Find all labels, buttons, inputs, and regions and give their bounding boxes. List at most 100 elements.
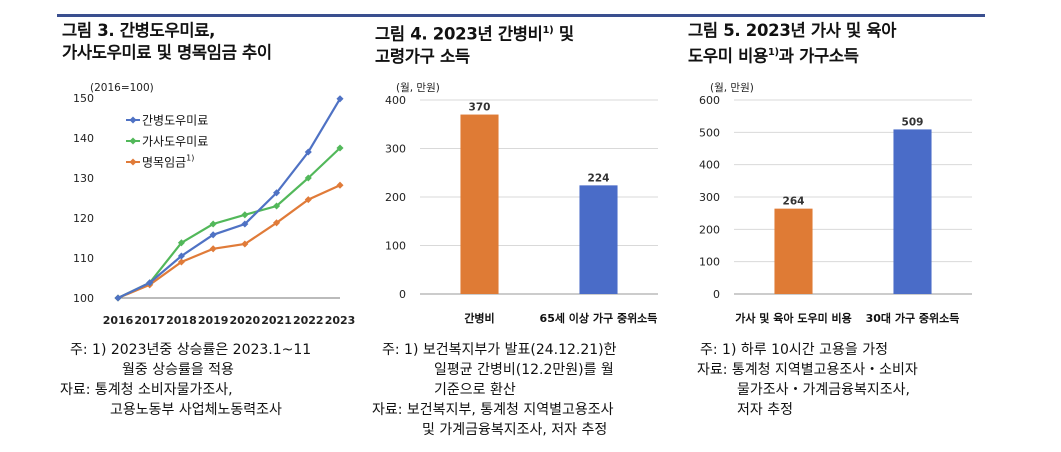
- chart3-ytick-label: 200: [699, 223, 720, 236]
- chart2-note-line3: 기준으로 환산: [434, 382, 516, 398]
- chart2-bar: [460, 114, 499, 294]
- chart1-line-chart: (2016=100) 100 110 120 130 140 150 2016 2017 2018…: [73, 82, 356, 327]
- chart3-source-line1: 자료: 통계청 지역별고용조사・소비자: [697, 362, 918, 378]
- chart1-legend-label: 명목임금1): [142, 154, 194, 170]
- chart1-title: 그림 3. 간병도우미료, 가사도우미료 및 명목임금 추이: [62, 20, 272, 64]
- chart2-ytick-label: 0: [399, 288, 406, 301]
- chart3-bar-chart: (월, 만원) 0 100 200 300 400 500 600 264 가사 및 육아 도우미…: [699, 82, 972, 325]
- chart2-value-label: 224: [588, 172, 610, 184]
- chart2-title-line2: 고령가구 소득: [375, 46, 470, 66]
- chart3-ytick-label: 400: [699, 159, 720, 172]
- chart3-bar: [893, 129, 932, 294]
- chart1-ytick-label: 120: [73, 212, 94, 225]
- chart3-ytick-label: 100: [699, 256, 720, 269]
- chart3-ytick-label: 300: [699, 191, 720, 204]
- chart1-point: [209, 231, 217, 239]
- chart1-legend-label: 간병도우미료: [142, 114, 208, 128]
- chart1-notes: 주: 1) 2023년중 상승률은 2023.1~11 월중 상승률을 적용 자…: [60, 340, 312, 420]
- chart1-point: [209, 220, 217, 228]
- chart1-xtick-label: 2020: [230, 314, 261, 327]
- chart1-point: [273, 189, 281, 197]
- chart3-category-label: 30대 가구 중위소득: [866, 311, 960, 325]
- chart3-notes: 주: 1) 하루 10시간 고용을 가정 자료: 통계청 지역별고용조사・소비자…: [697, 340, 918, 420]
- chart3-title: 그림 5. 2023년 가사 및 육아 도우미 비용1)과 가구소득: [688, 20, 896, 68]
- chart1-xtick-label: 2019: [198, 314, 229, 327]
- chart1-point: [336, 181, 344, 189]
- chart1-point: [304, 148, 312, 156]
- chart2-category-label: 간병비: [464, 311, 494, 325]
- chart2-note-line2: 일평균 간병비(12.2만원)를 월: [434, 362, 614, 378]
- chart1-legend-marker: [129, 137, 137, 145]
- top-rule: [57, 14, 985, 17]
- chart3-ytick-label: 600: [699, 94, 720, 107]
- chart1-xtick-label: 2023: [325, 314, 356, 327]
- chart3-value-label: 509: [902, 116, 924, 128]
- chart1-series-line: [117, 98, 341, 299]
- chart3-unit-label: (월, 만원): [710, 82, 754, 94]
- panel-3: 그림 5. 2023년 가사 및 육아 도우미 비용1)과 가구소득: [688, 20, 896, 68]
- chart1-point: [304, 174, 312, 182]
- chart1-source-line1: 자료: 통계청 소비자물가조사,: [60, 382, 233, 398]
- chart3-source-line2: 물가조사・가계금융복지조사,: [737, 382, 911, 398]
- chart1-title-line2: 가사도우미료 및 명목임금 추이: [62, 43, 272, 62]
- chart1-legend-marker: [129, 116, 137, 124]
- chart1-point: [209, 245, 217, 253]
- chart2-ytick-label: 100: [385, 240, 406, 253]
- chart1-point: [241, 240, 249, 248]
- chart1-ytick-label: 110: [73, 252, 94, 265]
- chart1-source-line2: 고용노동부 사업체노동력조사: [110, 402, 282, 418]
- chart1-note-line1: 주: 1) 2023년중 상승률은 2023.1~11: [70, 342, 312, 358]
- chart1-title-line1: 그림 3. 간병도우미료,: [62, 21, 216, 40]
- chart1-point: [241, 211, 249, 219]
- chart3-title-sup: 1): [767, 47, 779, 58]
- chart1-ytick-label: 100: [73, 292, 94, 305]
- chart1-point: [177, 252, 185, 260]
- chart1-xtick-label: 2021: [261, 314, 292, 327]
- chart2-value-label: 370: [469, 102, 491, 114]
- panel-1: 그림 3. 간병도우미료, 가사도우미료 및 명목임금 추이: [62, 20, 272, 64]
- chart2-source-line1: 자료: 보건복지부, 통계청 지역별고용조사: [372, 402, 614, 418]
- chart1-point: [336, 95, 344, 103]
- chart3-source-line3: 저자 추정: [737, 402, 793, 418]
- chart1-point: [177, 258, 185, 266]
- chart2-bar-chart: (월, 만원) 0 100 200 300 400 370 간병비 224 65세 이상 가구 중…: [385, 82, 658, 325]
- chart1-point: [177, 239, 185, 247]
- chart1-point: [273, 202, 281, 210]
- chart1-xtick-label: 2016: [103, 314, 134, 327]
- chart1-unit-label: (2016=100): [90, 82, 154, 94]
- chart1-xtick-label: 2018: [166, 314, 197, 327]
- chart1-point: [336, 144, 344, 152]
- chart2-unit-label: (월, 만원): [396, 82, 440, 94]
- chart2-title: 그림 4. 2023년 간병비1) 및 고령가구 소득: [375, 20, 574, 68]
- chart2-title-sup: 1): [542, 25, 554, 36]
- chart2-bar: [579, 185, 618, 294]
- chart3-title-line1: 그림 5. 2023년 가사 및 육아: [688, 21, 897, 40]
- chart3-ytick-label: 0: [713, 288, 720, 301]
- chart1-point: [273, 219, 281, 227]
- chart2-ytick-label: 300: [385, 143, 406, 156]
- chart1-ytick-label: 130: [73, 172, 94, 185]
- chart1-xtick-label: 2017: [134, 314, 165, 327]
- chart3-category-label: 가사 및 육아 도우미 비용: [735, 311, 852, 325]
- chart2-category-label: 65세 이상 가구 중위소득: [540, 311, 658, 325]
- chart3-note-line1: 주: 1) 하루 10시간 고용을 가정: [700, 342, 888, 358]
- chart2-ytick-label: 200: [385, 191, 406, 204]
- chart1-ytick-label: 140: [73, 132, 94, 145]
- chart1-xtick-label: 2022: [293, 314, 324, 327]
- chart3-ytick-label: 500: [699, 126, 720, 139]
- chart2-source-line2: 및 가계금융복지조사, 저자 추정: [422, 422, 608, 438]
- panel-2: 그림 4. 2023년 간병비1) 및 고령가구 소득: [375, 20, 574, 68]
- chart2-title-line1: 그림 4. 2023년 간병비: [375, 24, 543, 44]
- chart3-bar: [774, 208, 813, 294]
- chart3-title-line2b: 과 가구소득: [778, 46, 859, 66]
- chart1-series-line: [117, 147, 341, 299]
- chart3-title-line2a: 도우미 비용: [688, 46, 768, 66]
- chart1-series-line: [117, 184, 341, 300]
- chart2-ytick-label: 400: [385, 94, 406, 107]
- chart1-point: [114, 294, 122, 302]
- chart3-value-label: 264: [783, 196, 805, 208]
- chart1-legend-marker: [129, 158, 137, 166]
- chart1-legend-label: 가사도우미료: [142, 135, 208, 149]
- chart1-legend-sup: 1): [186, 154, 194, 163]
- chart2-note-line1: 주: 1) 보건복지부가 발표(24.12.21)한: [382, 342, 617, 358]
